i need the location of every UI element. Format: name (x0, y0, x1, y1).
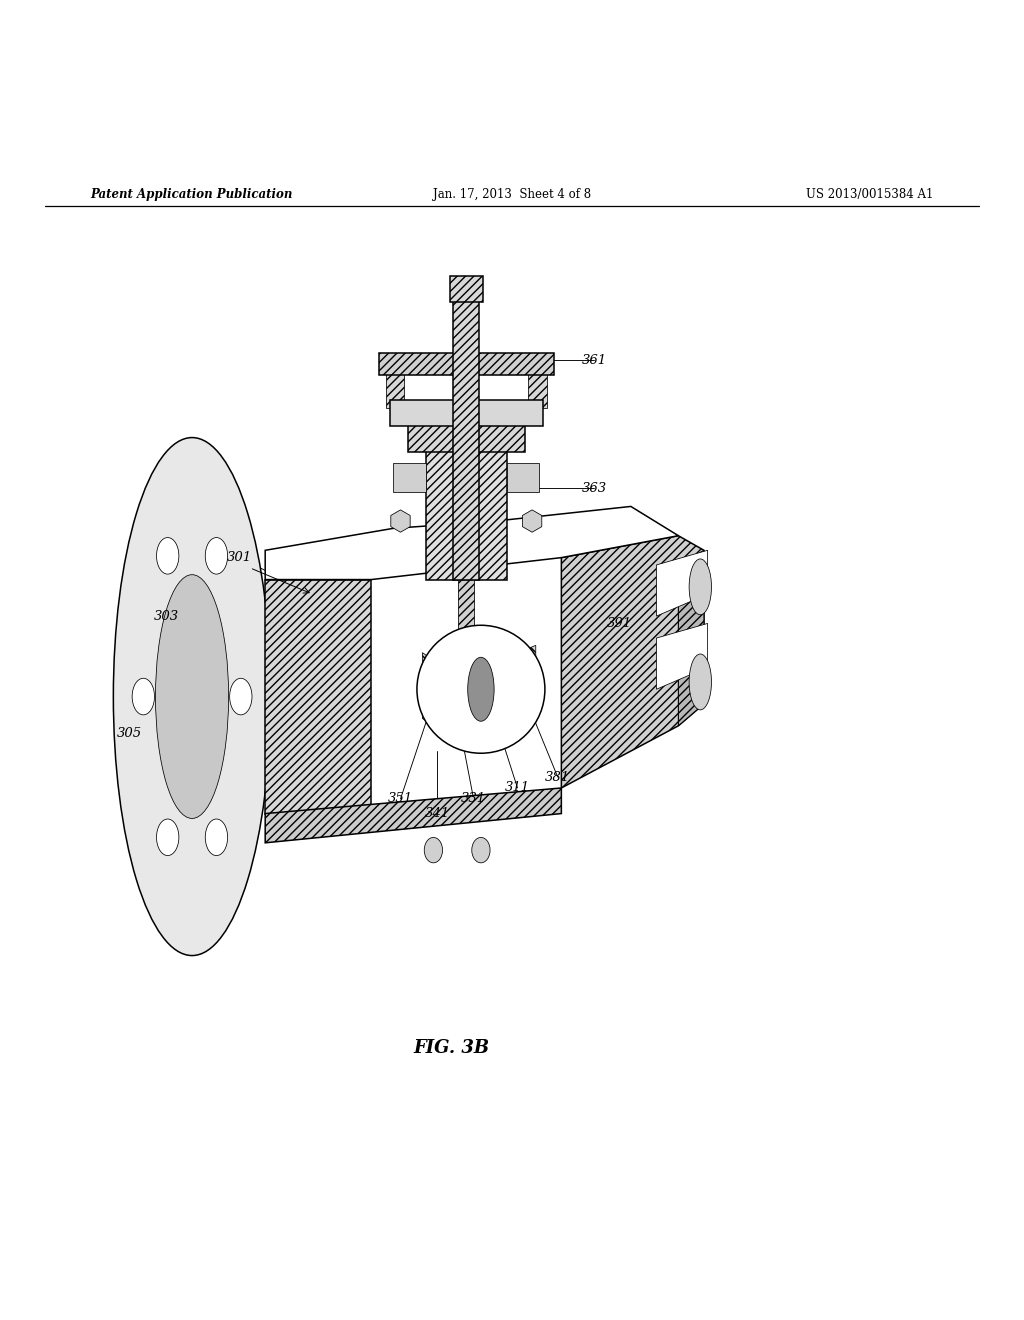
Ellipse shape (205, 818, 227, 855)
Polygon shape (265, 579, 372, 813)
Polygon shape (408, 418, 524, 451)
Text: 363: 363 (582, 482, 607, 495)
Text: 301: 301 (227, 552, 252, 564)
Polygon shape (517, 645, 536, 737)
Polygon shape (265, 788, 561, 843)
Polygon shape (426, 441, 507, 579)
Polygon shape (528, 367, 547, 408)
Text: 351: 351 (388, 792, 413, 805)
Polygon shape (459, 579, 474, 660)
Polygon shape (386, 367, 404, 408)
Ellipse shape (689, 653, 712, 710)
Polygon shape (379, 352, 554, 375)
Polygon shape (393, 462, 426, 492)
Text: FIG. 3B: FIG. 3B (413, 1039, 489, 1057)
Ellipse shape (229, 678, 252, 715)
Ellipse shape (157, 818, 179, 855)
Polygon shape (389, 400, 543, 426)
Text: 311: 311 (505, 781, 530, 795)
Polygon shape (423, 652, 444, 733)
Text: 381: 381 (545, 771, 570, 784)
Polygon shape (656, 623, 708, 689)
Ellipse shape (468, 657, 495, 721)
Ellipse shape (114, 437, 270, 956)
Ellipse shape (132, 678, 155, 715)
Ellipse shape (156, 574, 228, 818)
Text: 361: 361 (582, 354, 607, 367)
Ellipse shape (157, 537, 179, 574)
Ellipse shape (689, 558, 712, 615)
Text: Jan. 17, 2013  Sheet 4 of 8: Jan. 17, 2013 Sheet 4 of 8 (433, 189, 591, 202)
Ellipse shape (472, 837, 490, 863)
Text: 331: 331 (461, 792, 486, 805)
Ellipse shape (424, 837, 442, 863)
Polygon shape (450, 276, 482, 302)
Text: 341: 341 (425, 807, 450, 820)
Polygon shape (454, 294, 479, 579)
Polygon shape (507, 462, 540, 492)
Text: Patent Application Publication: Patent Application Publication (90, 189, 293, 202)
Text: 305: 305 (118, 726, 142, 739)
Text: US 2013/0015384 A1: US 2013/0015384 A1 (806, 189, 934, 202)
Polygon shape (265, 507, 678, 579)
Polygon shape (561, 536, 703, 788)
Polygon shape (678, 550, 703, 726)
Text: 303: 303 (154, 610, 179, 623)
Circle shape (417, 626, 545, 754)
Text: 391: 391 (607, 616, 633, 630)
Ellipse shape (205, 537, 227, 574)
Polygon shape (656, 550, 708, 616)
